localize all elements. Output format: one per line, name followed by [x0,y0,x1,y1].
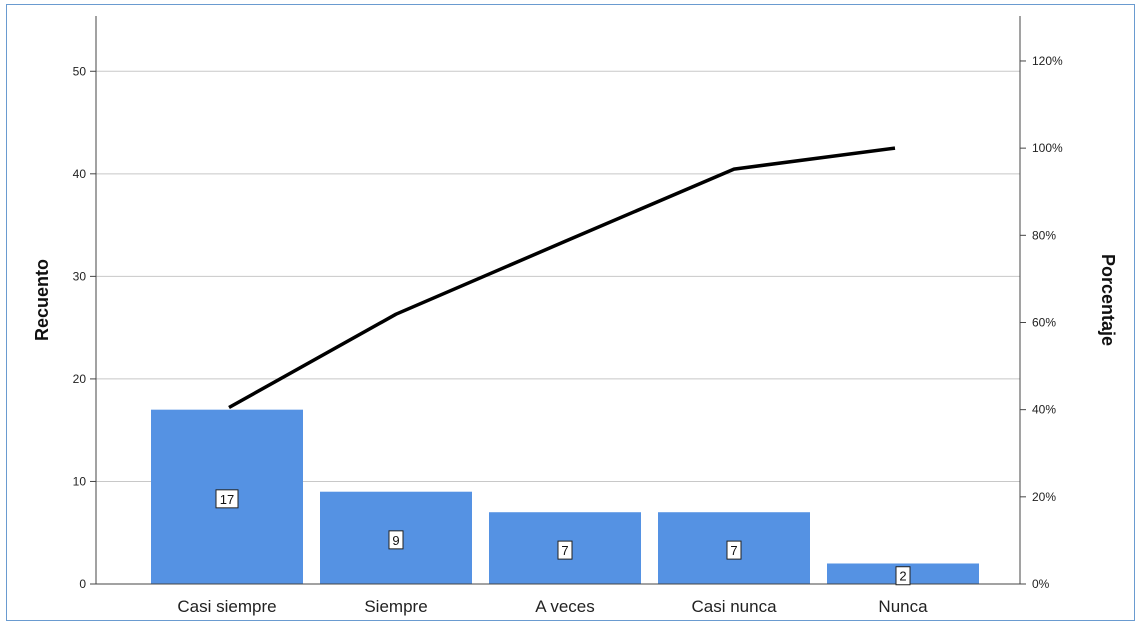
labels: 0 10 20 30 40 50 0% 20% 40% 60% 80% 100% 120% Casi si… [73,54,1063,616]
y-tick-label: 0 [79,577,86,591]
cumulative-line [228,146,896,410]
data-label-box [557,540,573,560]
x-tick-label: Casi siempre [177,597,276,616]
data-label: 2 [899,569,906,584]
y-tick-label: 20 [73,372,87,386]
x-tick-label: Siempre [364,597,427,616]
data-label: 17 [220,492,234,507]
y-axis-title: Recuento [32,259,52,341]
data-label: 7 [730,543,737,558]
data-label-box [895,566,911,586]
y2-tick-label: 80% [1032,228,1056,242]
axes [90,16,1026,585]
y2-tick-label: 60% [1032,315,1056,329]
y2-tick-label: 0% [1032,577,1050,591]
y-tick-label: 10 [73,474,87,488]
data-label-box [388,530,404,550]
y2-axis-title: Porcentaje [1098,254,1118,346]
y-tick-label: 50 [73,64,87,78]
data-label: 9 [392,533,399,548]
data-label-box [726,540,742,560]
y2-tick-label: 40% [1032,403,1056,417]
data-label: 7 [561,543,568,558]
x-tick-label: Nunca [878,597,928,616]
cumulative-percent-line [228,146,896,410]
y-tick-label: 40 [73,167,87,181]
y2-tick-label: 100% [1032,141,1063,155]
x-tick-label: Casi nunca [691,597,777,616]
y2-tick-label: 20% [1032,490,1056,504]
x-tick-label: A veces [535,597,595,616]
y2-tick-label: 120% [1032,54,1063,68]
data-label-box [215,489,239,509]
y-tick-label: 30 [73,269,87,283]
